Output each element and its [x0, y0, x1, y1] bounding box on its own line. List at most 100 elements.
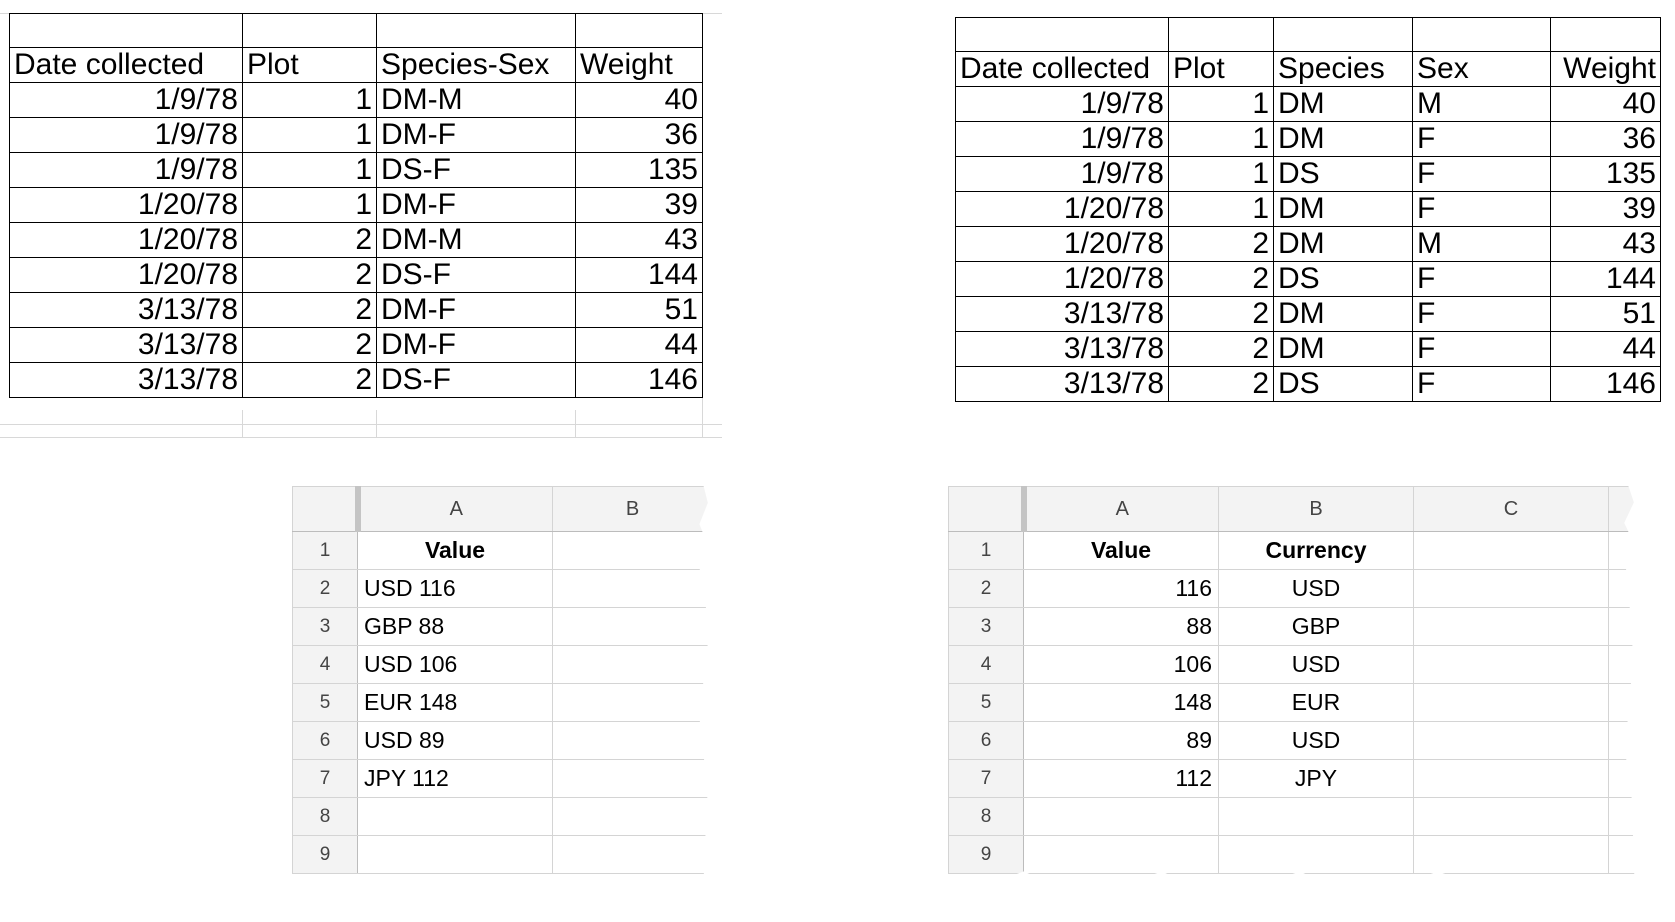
- row-number[interactable]: 8: [292, 797, 358, 836]
- sheet-cell[interactable]: [552, 645, 708, 684]
- column-header-d[interactable]: [1608, 486, 1636, 532]
- sheet-cell[interactable]: Value: [357, 531, 553, 570]
- sheet-cell[interactable]: 106: [1023, 645, 1219, 684]
- sheet-cell[interactable]: [357, 797, 553, 836]
- sheet-cell[interactable]: [1608, 569, 1636, 608]
- row-number[interactable]: 6: [948, 721, 1024, 760]
- header-species-sex: Species-Sex: [376, 47, 576, 83]
- sheet-cell[interactable]: [1218, 835, 1414, 874]
- row-number[interactable]: 4: [948, 645, 1024, 684]
- sheet-cell[interactable]: [1608, 683, 1636, 722]
- sheet-cell[interactable]: EUR 148: [357, 683, 553, 722]
- sheet-cell[interactable]: [357, 835, 553, 874]
- sheet-cell[interactable]: [552, 683, 708, 722]
- sheet-cell[interactable]: GBP: [1218, 607, 1414, 646]
- sheet-cell[interactable]: [1608, 607, 1636, 646]
- sheet-cell[interactable]: 112: [1023, 759, 1219, 798]
- sheet-cell[interactable]: [1023, 835, 1219, 874]
- sheet-cell[interactable]: 116: [1023, 569, 1219, 608]
- date-cell: 3/13/78: [9, 292, 243, 328]
- row-number[interactable]: 9: [292, 835, 358, 874]
- sheet-cell[interactable]: [1413, 531, 1609, 570]
- sheet-cell[interactable]: [1023, 797, 1219, 836]
- plot-cell: 1: [1168, 156, 1274, 192]
- sheet-cell[interactable]: [1413, 645, 1609, 684]
- sheet-cell[interactable]: [1608, 531, 1636, 570]
- sheet-cell[interactable]: EUR: [1218, 683, 1414, 722]
- sheet-cell[interactable]: JPY: [1218, 759, 1414, 798]
- column-header-c[interactable]: C: [1413, 486, 1609, 532]
- sheet-cell[interactable]: [552, 531, 708, 570]
- sheet-cell[interactable]: [552, 759, 708, 798]
- sheet-cell[interactable]: [1413, 759, 1609, 798]
- row-number[interactable]: 9: [948, 835, 1024, 874]
- column-header-a[interactable]: A: [357, 486, 553, 532]
- sheet-cell[interactable]: [552, 607, 708, 646]
- sheet-cell[interactable]: JPY 112: [357, 759, 553, 798]
- sheet-cell[interactable]: [1413, 835, 1609, 874]
- row-number[interactable]: 1: [292, 531, 358, 570]
- sheet-cell[interactable]: [1413, 797, 1609, 836]
- row-number[interactable]: 4: [292, 645, 358, 684]
- sheet-cell[interactable]: [1413, 569, 1609, 608]
- sheet-cell[interactable]: GBP 88: [357, 607, 553, 646]
- species-sex-cell: DM-F: [376, 187, 576, 223]
- table-row: 1/20/78 2 DS F 144: [955, 261, 1661, 297]
- sheet-cell[interactable]: [1608, 797, 1636, 836]
- row-number[interactable]: 5: [292, 683, 358, 722]
- sheet-cell[interactable]: [552, 797, 708, 836]
- sheet-cell[interactable]: USD: [1218, 645, 1414, 684]
- row-number[interactable]: 7: [948, 759, 1024, 798]
- select-all-corner[interactable]: [292, 486, 361, 532]
- sheet-cell[interactable]: [1608, 835, 1636, 874]
- row-number[interactable]: 7: [292, 759, 358, 798]
- sheet-cell[interactable]: 88: [1023, 607, 1219, 646]
- sheet-cell[interactable]: [1608, 721, 1636, 760]
- sheet-cell[interactable]: [1608, 645, 1636, 684]
- sheet-cell[interactable]: [1413, 607, 1609, 646]
- plot-cell: 1: [1168, 191, 1274, 227]
- column-header-b[interactable]: B: [1218, 486, 1414, 532]
- blank-cell: [9, 13, 243, 48]
- row-number[interactable]: 8: [948, 797, 1024, 836]
- table-row: 1/20/78 2 DS-F 144: [9, 257, 703, 293]
- sheet-cell[interactable]: [552, 835, 708, 874]
- row-number[interactable]: 3: [948, 607, 1024, 646]
- sheet-cell[interactable]: USD 116: [357, 569, 553, 608]
- header-sex: Sex: [1412, 51, 1551, 87]
- table-row: 3/13/78 2 DS-F 146: [9, 362, 703, 398]
- sheet-cell[interactable]: Value: [1023, 531, 1219, 570]
- row-number[interactable]: 1: [948, 531, 1024, 570]
- row-number[interactable]: 6: [292, 721, 358, 760]
- sheet-cell[interactable]: Currency: [1218, 531, 1414, 570]
- sheet-cell[interactable]: [1413, 683, 1609, 722]
- species-cell: DM: [1273, 296, 1413, 332]
- row-number[interactable]: 5: [948, 683, 1024, 722]
- weight-cell: 43: [575, 222, 703, 258]
- table-row: 1/20/78 1 DM F 39: [955, 191, 1661, 227]
- sheet-cell[interactable]: [1608, 759, 1636, 798]
- sheet-cell[interactable]: [552, 569, 708, 608]
- blank-row: [9, 13, 703, 48]
- date-cell: 1/9/78: [9, 152, 243, 188]
- column-header-a[interactable]: A: [1023, 486, 1219, 532]
- sheet-cell[interactable]: [552, 721, 708, 760]
- select-all-corner[interactable]: [948, 486, 1027, 532]
- date-cell: 1/9/78: [955, 156, 1169, 192]
- sheet-cell[interactable]: [1218, 797, 1414, 836]
- row-number[interactable]: 2: [948, 569, 1024, 608]
- sheet-cell[interactable]: USD 89: [357, 721, 553, 760]
- row-number[interactable]: 2: [292, 569, 358, 608]
- sheet-cell[interactable]: USD: [1218, 569, 1414, 608]
- faint-gridline: [575, 410, 576, 438]
- sheet-cell[interactable]: [1413, 721, 1609, 760]
- column-header-b[interactable]: B: [552, 486, 708, 532]
- sheet-cell[interactable]: USD 106: [357, 645, 553, 684]
- species-sex-cell: DM-F: [376, 292, 576, 328]
- sheet-cell[interactable]: USD: [1218, 721, 1414, 760]
- row-number[interactable]: 3: [292, 607, 358, 646]
- date-cell: 3/13/78: [9, 362, 243, 398]
- sheet-cell[interactable]: 89: [1023, 721, 1219, 760]
- header-row: Date collected Plot Species Sex Weight: [955, 51, 1661, 87]
- sheet-cell[interactable]: 148: [1023, 683, 1219, 722]
